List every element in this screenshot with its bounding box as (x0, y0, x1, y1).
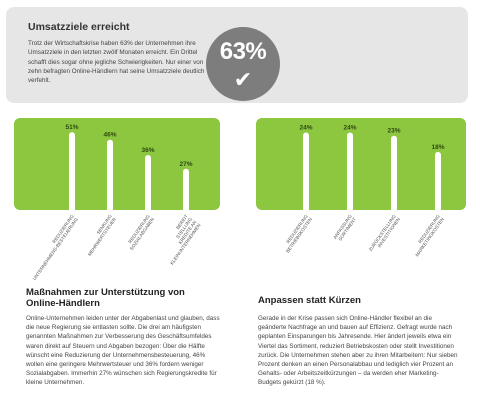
sales-targets-panel: Umsatzziele erreicht Trotz der Wirtschaf… (6, 7, 468, 103)
savings-chart: 24% REDUZIERUNGBETRIEBSKOSTEN 24% ANPASSUNG… (256, 118, 466, 280)
savings-svg: 24% REDUZIERUNGBETRIEBSKOSTEN 24% ANPASSUNG… (256, 118, 466, 257)
bar-value-label: 51% (65, 124, 78, 131)
bar (303, 132, 309, 218)
bar (435, 151, 441, 218)
percentage-badge: 63% ✔ (206, 27, 280, 101)
bar (347, 132, 353, 218)
category-label: SENKUNGMEHRWERTSTEUER (83, 213, 118, 257)
right-section-text: Gerade in der Krise passen sich Online-H… (258, 315, 458, 387)
bar (183, 168, 189, 218)
category-label: REDUZIERUNGMARKETINGKOSTEN (410, 213, 445, 257)
left-section-text: Online-Unternehmen leiden unter der Abga… (26, 315, 220, 387)
left-section-title: Maßnahmen zur Unterstützung von Online-H… (26, 287, 185, 309)
check-icon: ✔ (233, 67, 253, 92)
bar (145, 155, 151, 218)
category-label: ZURÜCKSTELLUNGINVESTITIONEN (367, 213, 401, 255)
bar-value-label: 46% (103, 132, 116, 139)
bar-value-label: 18% (431, 144, 444, 151)
category-label: REDUZIERUNGUNTERNEHMENS-BESTEUERUNG (28, 213, 80, 280)
category-label: BEREITSTELLUNGKREDITE ANKLEINUNTERNEHMEN (157, 213, 202, 265)
bar-value-label: 24% (343, 124, 356, 131)
category-label: ANPASSUNGSORTIMENT (332, 213, 357, 243)
category-label: REDUZIERUNGBETRIEBSKOSTEN (281, 213, 313, 253)
chart-background (256, 118, 466, 210)
category-label: REDUZIERUNGSOZIALABGABEN (125, 213, 156, 251)
bar-value-label: 27% (179, 161, 192, 168)
support-measures-chart: 51% REDUZIERUNGUNTERNEHMENS-BESTEUERUNG 46… (14, 118, 220, 280)
right-section-title: Anpassen statt Kürzen (258, 295, 361, 306)
sales-targets-title: Umsatzziele erreicht (28, 21, 130, 33)
bar-value-label: 36% (141, 147, 154, 154)
sales-targets-text: Trotz der Wirtschaftskrise haben 63% der… (28, 40, 205, 85)
support-measures-svg: 51% REDUZIERUNGUNTERNEHMENS-BESTEUERUNG 46… (14, 118, 220, 280)
bar-value-label: 23% (387, 128, 400, 135)
bar (391, 135, 397, 218)
chart-background (14, 118, 220, 210)
badge-value: 63% (219, 38, 267, 65)
bar-value-label: 24% (299, 124, 312, 131)
bar (69, 132, 75, 218)
bar (107, 139, 113, 218)
